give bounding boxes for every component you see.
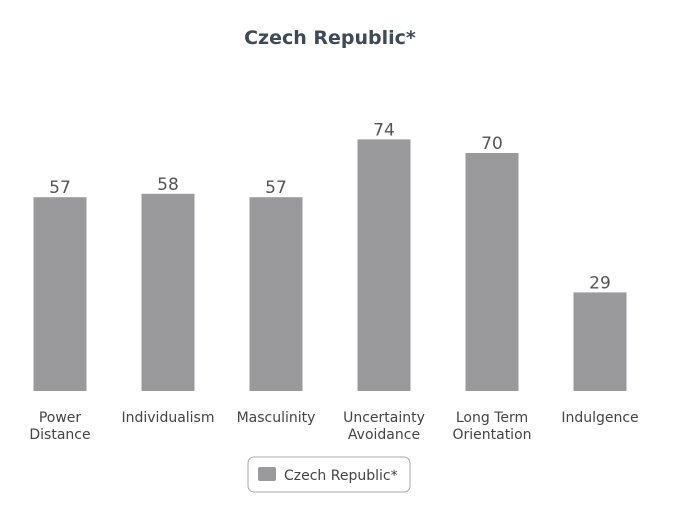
legend-swatch (258, 467, 276, 481)
category-label-0-line-1: Distance (29, 427, 90, 443)
bar-4[interactable] (465, 153, 519, 391)
category-label-2-line-0: Masculinity (237, 410, 316, 426)
category-label-5-line-0: Indulgence (561, 410, 638, 426)
bar-0[interactable] (33, 197, 87, 391)
bar-5[interactable] (573, 292, 627, 391)
category-label-4-line-0: Long Term (456, 410, 528, 426)
bar-3[interactable] (357, 139, 411, 391)
category-label-4-line-1: Orientation (452, 427, 531, 443)
chart-title: Czech Republic* (244, 27, 416, 49)
bar-1[interactable] (141, 193, 195, 391)
bars-layer: 57 58 57 74 70 29 (33, 120, 627, 391)
category-label-1-line-0: Individualism (121, 410, 214, 426)
bar-value-label-1: 58 (157, 175, 179, 195)
category-label-3-line-0: Uncertainty (343, 410, 425, 426)
category-label-0-line-0: Power (39, 410, 82, 426)
bar-value-label-5: 29 (589, 273, 611, 293)
category-label-3-line-1: Avoidance (348, 427, 420, 443)
legend-label: Czech Republic* (284, 468, 398, 484)
bar-value-label-3: 74 (373, 120, 395, 140)
legend-box (247, 456, 411, 493)
bar-value-label-0: 57 (49, 178, 71, 198)
bar-value-label-4: 70 (481, 134, 503, 154)
bar-2[interactable] (249, 197, 303, 391)
legend[interactable]: Czech Republic* (247, 456, 411, 493)
bar-value-label-2: 57 (265, 178, 287, 198)
